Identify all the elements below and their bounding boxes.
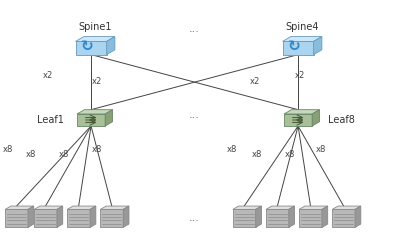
Polygon shape (331, 206, 360, 209)
Polygon shape (255, 206, 261, 228)
Polygon shape (75, 36, 115, 41)
Text: x8: x8 (59, 150, 69, 159)
Text: x8: x8 (2, 145, 13, 155)
Text: x8: x8 (284, 150, 294, 159)
Text: ...: ... (189, 24, 199, 34)
Polygon shape (298, 209, 321, 228)
Polygon shape (298, 206, 327, 209)
Polygon shape (354, 206, 360, 228)
Text: x2: x2 (294, 71, 304, 80)
Text: Leaf8: Leaf8 (327, 115, 354, 125)
Text: x2: x2 (43, 71, 52, 80)
Polygon shape (34, 209, 57, 228)
Polygon shape (232, 206, 261, 209)
Polygon shape (67, 209, 90, 228)
Polygon shape (75, 41, 107, 55)
Text: ↻: ↻ (287, 39, 299, 54)
Polygon shape (311, 110, 319, 126)
Polygon shape (288, 206, 294, 228)
Polygon shape (313, 36, 321, 55)
Text: x8: x8 (92, 145, 102, 155)
Polygon shape (321, 206, 327, 228)
Text: x8: x8 (26, 150, 36, 159)
Text: ...: ... (189, 213, 199, 223)
Polygon shape (100, 209, 123, 228)
Polygon shape (57, 206, 63, 228)
Polygon shape (232, 209, 255, 228)
Text: x2: x2 (92, 77, 102, 86)
Polygon shape (331, 209, 354, 228)
Polygon shape (77, 110, 112, 114)
Text: Spine4: Spine4 (285, 22, 318, 32)
Text: Spine1: Spine1 (78, 22, 112, 32)
Polygon shape (282, 41, 313, 55)
Polygon shape (5, 209, 28, 228)
Polygon shape (100, 206, 129, 209)
Polygon shape (283, 114, 311, 126)
Text: Leaf1: Leaf1 (37, 115, 64, 125)
Text: x8: x8 (226, 145, 237, 155)
Polygon shape (5, 206, 34, 209)
Text: x8: x8 (251, 150, 261, 159)
Polygon shape (77, 114, 105, 126)
Polygon shape (67, 206, 96, 209)
Polygon shape (123, 206, 129, 228)
Polygon shape (107, 36, 115, 55)
Text: x2: x2 (249, 77, 259, 86)
Polygon shape (266, 209, 288, 228)
Text: x8: x8 (315, 145, 325, 155)
Polygon shape (282, 36, 321, 41)
Polygon shape (105, 110, 112, 126)
Text: ...: ... (189, 110, 199, 120)
Polygon shape (28, 206, 34, 228)
Polygon shape (90, 206, 96, 228)
Polygon shape (34, 206, 63, 209)
Polygon shape (283, 110, 319, 114)
Text: ↻: ↻ (81, 39, 93, 54)
Polygon shape (266, 206, 294, 209)
